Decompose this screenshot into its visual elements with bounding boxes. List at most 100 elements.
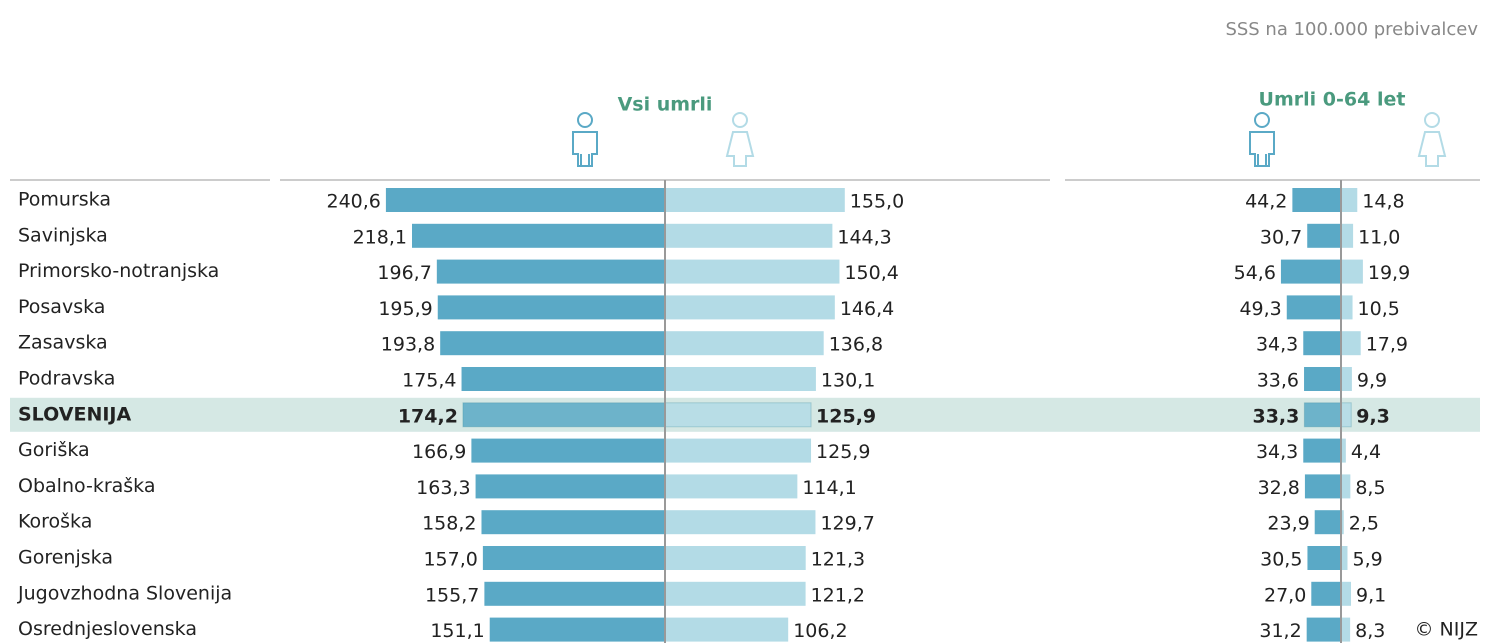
- bar: [475, 474, 665, 499]
- bar: [1304, 367, 1341, 391]
- bar: [1341, 438, 1346, 463]
- bar: [1303, 331, 1341, 356]
- bar: [1303, 438, 1341, 463]
- bar: [440, 331, 665, 356]
- bar: [1306, 617, 1341, 642]
- bar: [1340, 402, 1352, 428]
- bar: [664, 402, 812, 428]
- bar: [471, 438, 665, 463]
- value-label: 196,7: [377, 262, 431, 284]
- value-label: 144,3: [837, 226, 891, 248]
- value-label: 8,5: [1355, 477, 1385, 499]
- value-label: 163,3: [416, 477, 470, 499]
- value-label: 14,8: [1362, 191, 1404, 213]
- value-label: 146,4: [840, 298, 894, 320]
- bar: [665, 617, 789, 642]
- category-label: Savinjska: [18, 224, 108, 246]
- value-label: 136,8: [829, 334, 883, 356]
- bar: [665, 188, 845, 212]
- value-label: 155,7: [425, 584, 479, 606]
- bar: [1341, 367, 1352, 391]
- value-label: 158,2: [422, 513, 476, 535]
- category-label: Podravska: [18, 368, 115, 390]
- value-label: 9,9: [1357, 370, 1387, 392]
- value-label: 125,9: [816, 405, 876, 427]
- bar: [1341, 617, 1351, 642]
- bar: [665, 510, 816, 535]
- value-label: 11,0: [1358, 226, 1400, 248]
- value-label: 150,4: [844, 262, 898, 284]
- bar: [484, 581, 665, 606]
- category-label: Primorsko-notranjska: [18, 260, 219, 282]
- category-label: Koroška: [18, 511, 92, 533]
- value-label: 114,1: [802, 477, 856, 499]
- category-label: Goriška: [18, 439, 90, 461]
- value-label: 54,6: [1234, 262, 1276, 284]
- bar: [436, 259, 665, 284]
- bar: [412, 223, 665, 248]
- unit-label: SSS na 100.000 prebivalcev: [1225, 19, 1478, 40]
- value-label: 49,3: [1239, 298, 1281, 320]
- female-icon: [725, 112, 755, 167]
- category-label: Jugovzhodna Slovenija: [17, 582, 232, 604]
- value-label: 218,1: [353, 226, 407, 248]
- value-label: 31,2: [1259, 620, 1301, 642]
- bar: [1341, 510, 1344, 535]
- bar: [665, 581, 806, 606]
- value-label: 240,6: [326, 191, 380, 213]
- bar: [1286, 295, 1341, 320]
- bar: [1341, 295, 1353, 320]
- female-icon: [1417, 112, 1447, 167]
- value-label: 129,7: [820, 513, 874, 535]
- value-label: 8,3: [1355, 620, 1385, 642]
- bar: [665, 474, 798, 499]
- bar: [665, 438, 812, 463]
- value-label: 27,0: [1264, 584, 1306, 606]
- bar: [489, 617, 665, 642]
- bar: [665, 223, 833, 248]
- bar: [1303, 402, 1342, 428]
- value-label: 34,3: [1256, 334, 1298, 356]
- panel-title: Umrli 0-64 let: [1259, 89, 1406, 111]
- value-label: 157,0: [423, 549, 477, 571]
- bar: [665, 367, 816, 391]
- bar: [665, 331, 824, 356]
- value-label: 32,8: [1258, 477, 1300, 499]
- bar: [1311, 581, 1341, 606]
- category-label: Zasavska: [18, 332, 108, 354]
- bar: [462, 402, 666, 428]
- value-label: 4,4: [1351, 441, 1381, 463]
- bar: [481, 510, 665, 535]
- category-label: Gorenjska: [18, 547, 113, 569]
- value-label: 195,9: [378, 298, 432, 320]
- male-icon: [1249, 112, 1275, 167]
- bar: [665, 295, 835, 320]
- panel-title: Vsi umrli: [618, 94, 713, 116]
- value-label: 33,6: [1257, 370, 1299, 392]
- bar: [1341, 259, 1363, 284]
- bar: [385, 188, 665, 212]
- bar: [1341, 331, 1361, 356]
- bar: [1307, 223, 1341, 248]
- bar: [1292, 188, 1341, 212]
- category-label: Osrednjeslovenska: [18, 618, 197, 640]
- category-label: Obalno-kraška: [18, 475, 155, 497]
- bar: [1341, 474, 1351, 499]
- category-label: Pomurska: [18, 189, 111, 211]
- value-label: 9,1: [1356, 584, 1386, 606]
- bar: [1314, 510, 1341, 535]
- value-label: 34,3: [1256, 441, 1298, 463]
- male-icon: [572, 112, 598, 167]
- value-label: 23,9: [1267, 513, 1309, 535]
- value-label: 33,3: [1252, 405, 1299, 427]
- bar: [1304, 474, 1341, 499]
- value-label: 193,8: [381, 334, 435, 356]
- credit: © NIJZ: [1415, 619, 1478, 641]
- value-label: 30,5: [1260, 549, 1302, 571]
- value-label: 121,2: [811, 584, 865, 606]
- value-label: 174,2: [398, 405, 458, 427]
- bar: [1307, 546, 1341, 570]
- value-label: 5,9: [1352, 549, 1382, 571]
- bar: [1341, 188, 1358, 212]
- value-label: 30,7: [1260, 226, 1302, 248]
